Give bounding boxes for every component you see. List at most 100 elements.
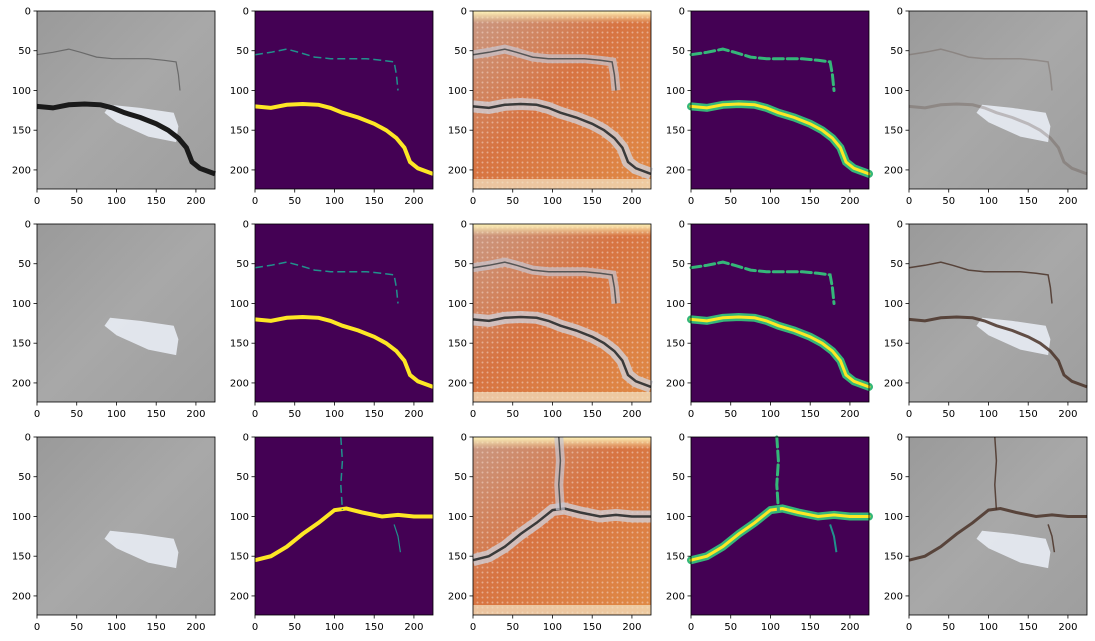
x-tick-label: 0 [470, 622, 476, 633]
x-tick-label: 200 [840, 622, 859, 633]
y-tick-label: 100 [884, 512, 903, 523]
y-tick-label: 50 [18, 46, 31, 57]
feature-bottom-band [473, 392, 651, 402]
x-tick-label: 150 [1019, 409, 1038, 420]
x-tick-label: 0 [470, 196, 476, 207]
feature-hairline [558, 436, 562, 511]
y-tick-label: 0 [243, 7, 249, 18]
photo-background [37, 11, 215, 189]
y-tick-label: 100 [230, 86, 249, 97]
overlay-tail [1047, 524, 1056, 553]
y-tick-label: 150 [884, 126, 903, 137]
x-tick-label: 0 [688, 409, 694, 420]
hairline-crack [36, 48, 181, 91]
x-tick-label: 100 [761, 196, 780, 207]
x-tick-label: 150 [801, 196, 820, 207]
y-tick-label: 0 [243, 433, 249, 444]
x-tick-label: 100 [761, 622, 780, 633]
y-tick-label: 0 [461, 220, 467, 231]
x-tick-label: 150 [583, 409, 602, 420]
x-tick-label: 50 [724, 409, 737, 420]
mask-crack [254, 314, 434, 389]
y-tick-label: 100 [666, 512, 685, 523]
x-tick-label: 0 [906, 622, 912, 633]
feature-crack [472, 102, 652, 176]
panel-r1-c4: 0 50 100 150 200 0 50 100 150 200 [666, 7, 873, 207]
y-tick-label: 200 [666, 378, 685, 389]
y-tick-label: 100 [448, 86, 467, 97]
x-tick-label: 100 [325, 622, 344, 633]
photo-background [909, 437, 1087, 615]
y-tick-label: 100 [884, 299, 903, 310]
axes-frame [254, 223, 434, 403]
panel-r2-c5: 0 50 100 150 200 0 50 100 150 200 [884, 220, 1088, 420]
prob-crack [689, 102, 871, 176]
mask-tail [393, 524, 401, 553]
y-tick-label: 50 [236, 472, 249, 483]
axes-frame [472, 223, 652, 403]
x-tick-label: 200 [1058, 409, 1077, 420]
x-tick-label: 0 [34, 196, 40, 207]
x-tick-label: 150 [1019, 622, 1038, 633]
y-tick-label: 200 [666, 591, 685, 602]
axes-frame [690, 223, 870, 403]
panel-r3-c2: 0 50 100 150 200 0 50 100 150 200 [230, 433, 434, 633]
x-tick-label: 50 [942, 196, 955, 207]
panel-r1-c3: 0 50 100 150 200 0 50 100 150 200 [448, 7, 654, 207]
painted-patch [104, 530, 179, 569]
mask-background [255, 224, 433, 402]
mask-hairline [254, 48, 399, 91]
x-tick-label: 100 [107, 409, 126, 420]
prob-crack [689, 506, 871, 562]
y-tick-label: 200 [230, 591, 249, 602]
x-tick-label: 50 [724, 196, 737, 207]
y-tick-label: 200 [12, 591, 31, 602]
y-tick-label: 50 [672, 46, 685, 57]
x-tick-label: 150 [147, 196, 166, 207]
x-tick-label: 100 [325, 196, 344, 207]
panel-r2-c4: 0 50 100 150 200 0 50 100 150 200 [666, 220, 873, 420]
x-tick-label: 200 [622, 622, 641, 633]
axes-frame [472, 10, 652, 190]
prob-hairline [689, 260, 836, 305]
x-tick-label: 0 [252, 409, 258, 420]
y-tick-label: 150 [448, 552, 467, 563]
feature-top-band [473, 224, 651, 236]
x-tick-label: 150 [147, 622, 166, 633]
y-tick-label: 200 [884, 378, 903, 389]
x-tick-label: 150 [583, 196, 602, 207]
y-tick-label: 150 [666, 552, 685, 563]
photo-background [37, 224, 215, 402]
y-tick-label: 0 [897, 433, 903, 444]
x-tick-label: 200 [840, 196, 859, 207]
feature-bottom-band [473, 605, 651, 615]
y-tick-label: 50 [236, 46, 249, 57]
y-tick-label: 50 [890, 472, 903, 483]
y-tick-label: 200 [448, 591, 467, 602]
panel-r3-c3: 0 50 100 150 200 0 50 100 150 200 [448, 433, 652, 633]
x-tick-label: 100 [107, 196, 126, 207]
x-tick-label: 150 [365, 622, 384, 633]
axes-frame [472, 436, 652, 616]
axes-frame [36, 10, 216, 190]
x-tick-label: 50 [288, 622, 301, 633]
prob-hairline [689, 47, 836, 92]
x-tick-label: 200 [186, 622, 205, 633]
y-tick-label: 0 [679, 220, 685, 231]
photo-background [37, 437, 215, 615]
x-tick-label: 0 [688, 196, 694, 207]
axes-frame [254, 436, 434, 616]
y-tick-label: 150 [12, 552, 31, 563]
x-tick-label: 50 [724, 622, 737, 633]
y-tick-label: 100 [666, 299, 685, 310]
y-tick-label: 50 [454, 472, 467, 483]
y-tick-label: 200 [666, 165, 685, 176]
y-tick-label: 0 [243, 220, 249, 231]
x-tick-label: 200 [404, 409, 423, 420]
y-tick-label: 200 [884, 165, 903, 176]
feature-hairline [472, 261, 617, 304]
y-tick-label: 200 [448, 165, 467, 176]
x-tick-label: 50 [70, 622, 83, 633]
overlay-hairline [908, 48, 1053, 91]
